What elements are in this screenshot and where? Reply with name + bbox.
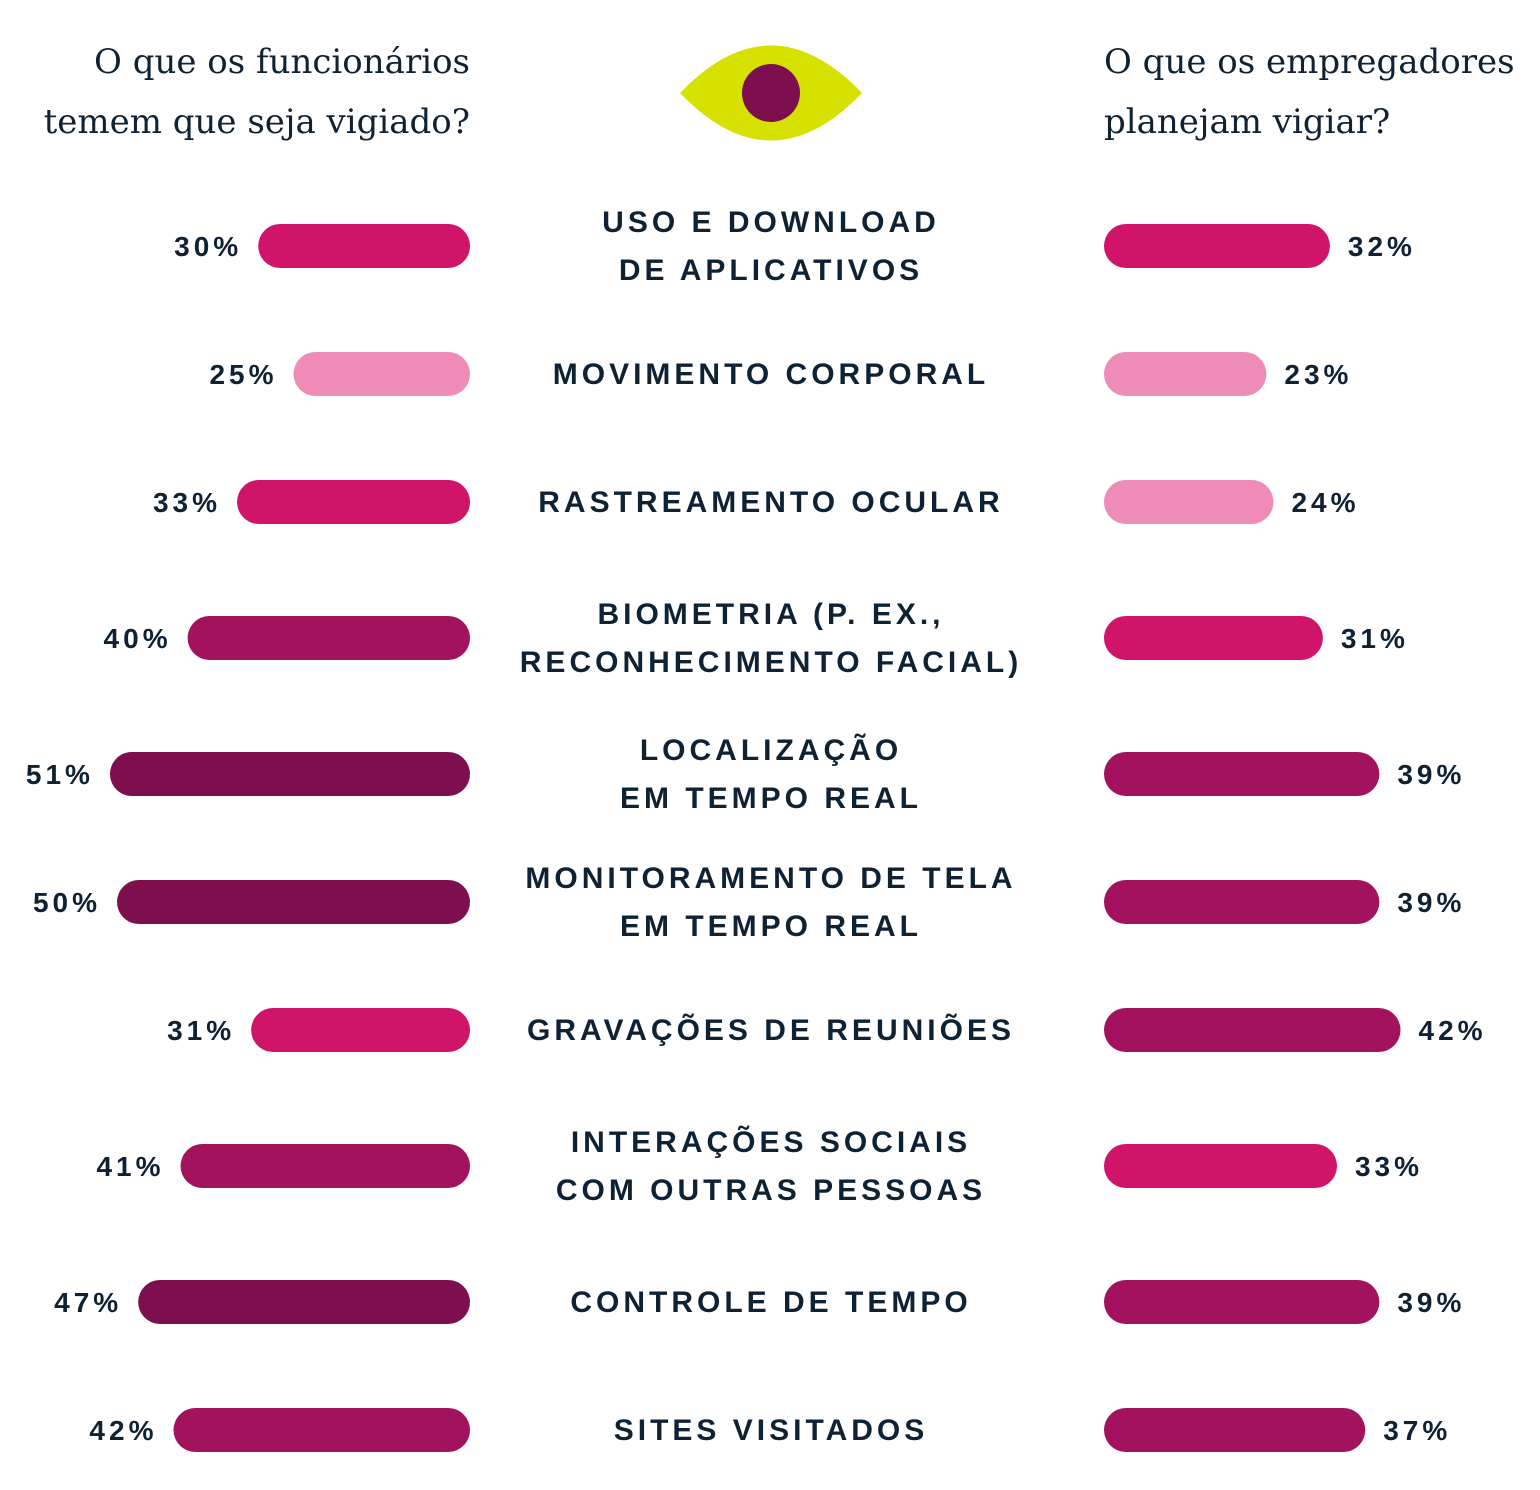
right-bar (1104, 1280, 1380, 1324)
category-label: INTERAÇÕES SOCIAIS (571, 1125, 971, 1159)
right-header-line-1: O que os empregadores (1104, 42, 1515, 82)
left-bar (180, 1144, 471, 1188)
right-bar (1104, 752, 1380, 796)
left-value-label: 41% (96, 1151, 164, 1182)
right-bar (1104, 352, 1267, 396)
right-bar (1104, 616, 1323, 660)
eye-icon (680, 45, 862, 141)
category-label: SITES VISITADOS (614, 1414, 929, 1447)
left-value-label: 50% (33, 887, 101, 918)
left-bar (138, 1280, 470, 1324)
right-value-label: 24% (1291, 487, 1359, 518)
right-value-label: 32% (1348, 231, 1416, 262)
right-bar (1104, 880, 1380, 924)
left-bar (173, 1408, 471, 1452)
right-bar (1104, 480, 1274, 524)
left-bar (109, 752, 470, 796)
right-bar (1104, 1008, 1401, 1052)
right-bar (1104, 224, 1330, 268)
left-bar (187, 616, 470, 660)
left-value-label: 42% (89, 1415, 157, 1446)
category-label: RECONHECIMENTO FACIAL) (520, 646, 1022, 679)
category-label: LOCALIZAÇÃO (640, 733, 902, 767)
category-label: EM TEMPO REAL (620, 782, 922, 815)
category-label: GRAVAÇÕES DE REUNIÕES (527, 1013, 1015, 1047)
left-header: O que os funcionários temem que seja vig… (44, 32, 470, 152)
category-label: EM TEMPO REAL (620, 910, 922, 943)
right-value-label: 37% (1383, 1415, 1451, 1446)
right-header: O que os empregadores planejam vigiar? (1104, 32, 1515, 152)
right-value-label: 23% (1284, 359, 1352, 390)
left-value-label: 25% (209, 359, 277, 390)
right-value-label: 42% (1419, 1015, 1487, 1046)
left-value-label: 31% (167, 1015, 235, 1046)
eye-pupil (742, 64, 800, 122)
right-value-label: 39% (1397, 1287, 1465, 1318)
category-label: MOVIMENTO CORPORAL (553, 358, 989, 391)
left-bar (258, 224, 470, 268)
category-label: USO E DOWNLOAD (602, 206, 940, 239)
right-bar (1104, 1144, 1337, 1188)
left-value-label: 47% (54, 1287, 122, 1318)
left-bar (251, 1008, 470, 1052)
left-value-label: 33% (153, 487, 221, 518)
left-header-line-1: O que os funcionários (94, 42, 470, 82)
left-value-label: 30% (174, 231, 242, 262)
left-header-line-2: temem que seja vigiado? (43, 102, 470, 142)
left-bar (117, 880, 470, 924)
left-bar (293, 352, 470, 396)
category-label: CONTROLE DE TEMPO (570, 1286, 971, 1319)
left-value-label: 51% (26, 759, 94, 790)
left-value-label: 40% (104, 623, 172, 654)
category-label: COM OUTRAS PESSOAS (556, 1174, 986, 1207)
category-label: MONITORAMENTO DE TELA (525, 862, 1016, 895)
right-value-label: 39% (1397, 759, 1465, 790)
category-label: BIOMETRIA (P. EX., (597, 598, 944, 631)
right-value-label: 33% (1355, 1151, 1423, 1182)
right-value-label: 31% (1341, 623, 1409, 654)
right-header-line-2: planejam vigiar? (1104, 102, 1391, 142)
right-value-label: 39% (1397, 887, 1465, 918)
right-bar (1104, 1408, 1366, 1452)
category-label: DE APLICATIVOS (619, 254, 923, 287)
left-bar (237, 480, 470, 524)
category-label: RASTREAMENTO OCULAR (538, 486, 1003, 519)
